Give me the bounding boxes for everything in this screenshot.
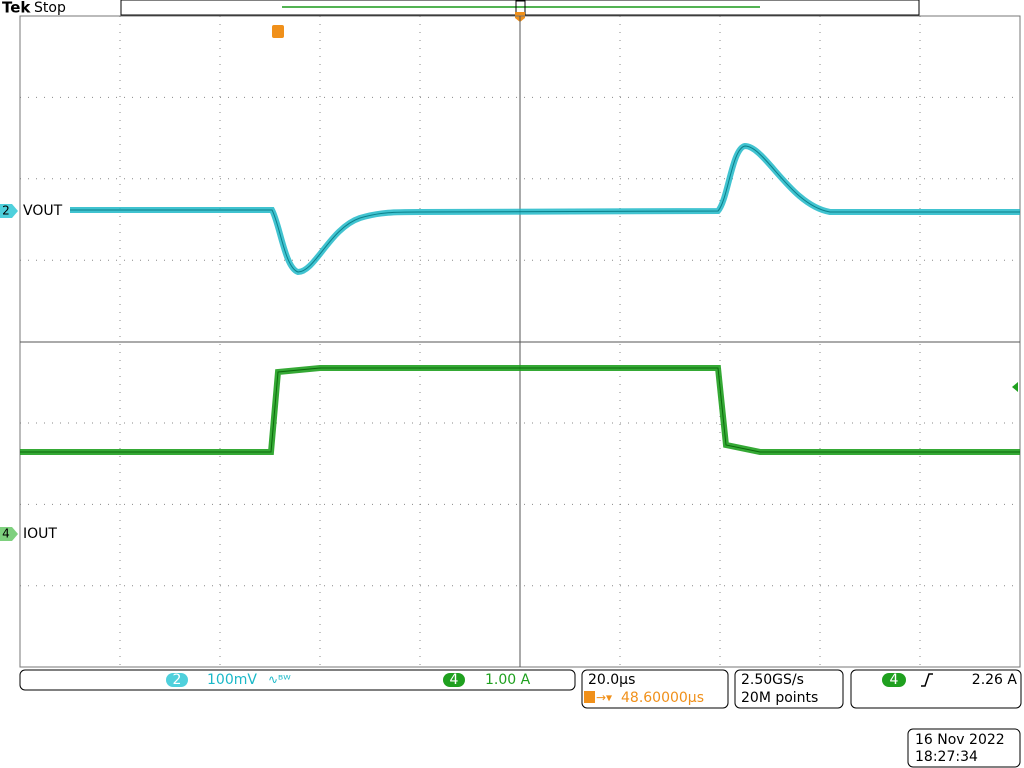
time: 18:27:34 [915,749,978,765]
ch2-number: 2 [2,204,10,218]
record-length: 20M points [741,690,818,706]
channel-scale-bar [19,669,576,691]
trigger-source-badge [882,673,906,687]
status: Stop [34,0,66,16]
ch2-badge-number: 2 [173,672,182,688]
ch4-marker [0,527,18,541]
ch4-badge [443,673,465,687]
brand: Tek [2,0,31,17]
date: 16 Nov 2022 [915,732,1005,748]
ch4-number: 4 [2,527,10,541]
ch4-badge-number: 4 [450,672,459,688]
trigger-position: 48.60000µs [621,690,704,706]
time-scale: 20.0µs [588,672,635,688]
rising-edge-icon [921,673,933,687]
timebase-box [581,669,729,709]
acquisition-box [734,669,844,709]
graticule [19,15,1021,668]
ch2-marker [0,204,18,218]
ch2-label: VOUT [23,203,63,219]
ch4-label: IOUT [23,526,57,542]
iout-waveform-core [20,367,1020,453]
trigger-source: 4 [890,672,899,688]
vout-waveform-core [70,145,1020,273]
bandwidth-icon: ∿ᴮᵂ [268,673,291,687]
ch2-badge [166,673,188,687]
trigger-marker [272,25,284,38]
trigger-level-marker [1012,382,1018,392]
sample-rate: 2.50GS/s [741,672,804,688]
trigger-level: 2.26 A [972,672,1018,688]
vout-waveform [70,142,1020,276]
timestamp-box [907,728,1021,768]
trigger-arrow: →▾ [596,691,612,705]
trigger-icon [584,691,595,703]
ch2-scale: 100mV [207,672,257,688]
ch4-scale: 1.00 A [485,672,531,688]
